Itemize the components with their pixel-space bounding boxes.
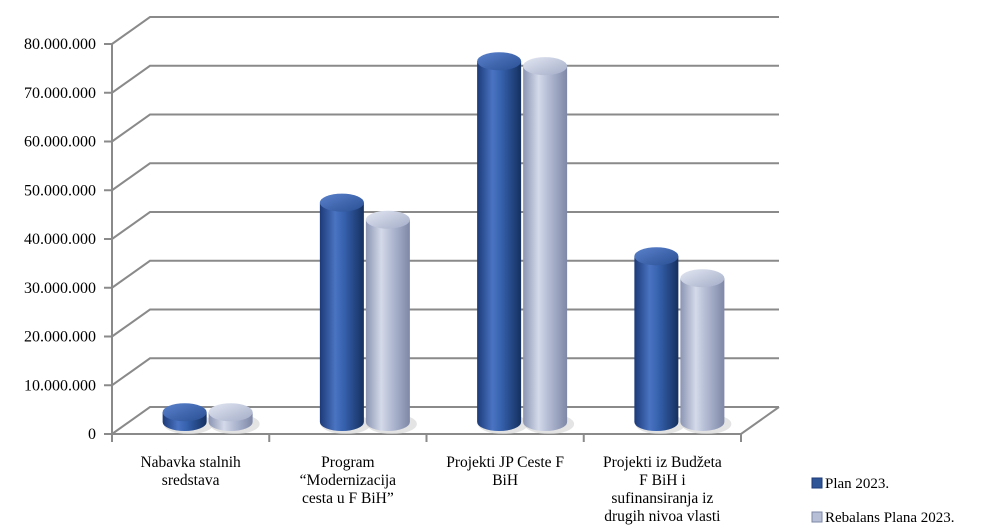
gridline <box>111 211 779 240</box>
y-tick-label: 20.000.000 <box>24 329 96 346</box>
bar <box>680 269 732 434</box>
bar-cap <box>634 247 679 266</box>
bar-cap <box>477 52 522 71</box>
y-tick-label: 10.000.000 <box>24 377 96 394</box>
legend-item: Rebalans Plana 2023. <box>811 510 955 526</box>
x-category-label: Program “Modernizacija cesta u F BiH” <box>300 454 397 507</box>
bar-cap <box>680 269 725 288</box>
legend-item: Plan 2023. <box>811 476 889 492</box>
gridline <box>111 357 779 387</box>
bar-body <box>680 278 725 431</box>
gridline <box>111 16 779 45</box>
bar-body <box>477 61 522 431</box>
gridline <box>111 406 779 435</box>
bar-cap <box>319 193 364 212</box>
gridline <box>111 259 779 289</box>
y-tick-label: 40.000.000 <box>24 231 96 248</box>
bar-body <box>365 219 410 431</box>
bar <box>162 403 214 434</box>
legend-swatch <box>811 511 823 523</box>
y-tick-label: 70.000.000 <box>24 85 96 102</box>
bar <box>208 403 260 434</box>
x-category-label: Nabavka stalnih sredstava <box>140 454 241 489</box>
y-tick-label: 0 <box>88 426 96 443</box>
legend-swatch <box>811 477 823 489</box>
x-category-label: Projekti iz Budžeta F BiH i sufinansiranja… <box>603 454 722 525</box>
gridlines <box>111 16 779 435</box>
y-axis-tick-labels: 0 10.000.000 20.000.000 30.000.000 40.000.00… <box>24 36 96 443</box>
bar <box>634 247 686 434</box>
bar-cap <box>208 403 253 422</box>
gridline <box>111 308 779 338</box>
legend: Plan 2023. Rebalans Plana 2023. <box>811 476 955 526</box>
bar-body <box>634 256 679 431</box>
x-axis-category-labels: Nabavka stalnih sredstava Program “Moderniz… <box>140 454 721 525</box>
bars <box>162 52 732 434</box>
gridline <box>111 113 779 143</box>
gridline <box>111 162 779 192</box>
y-tick-label: 60.000.000 <box>24 134 96 151</box>
x-category-label: Projekti JP Ceste F BiH <box>446 454 564 489</box>
axes <box>104 43 780 442</box>
bar <box>523 57 575 434</box>
bar-cap <box>365 210 410 229</box>
bar <box>477 52 529 434</box>
legend-label: Plan 2023. <box>825 476 889 492</box>
bar <box>365 210 417 434</box>
legend-label: Rebalans Plana 2023. <box>825 510 955 526</box>
bar-body <box>319 202 364 431</box>
bar-body <box>523 66 568 431</box>
y-tick-label: 30.000.000 <box>24 280 96 297</box>
bar-cap <box>162 403 207 422</box>
gridline <box>111 64 779 94</box>
bar-cap <box>523 57 568 76</box>
y-tick-label: 80.000.000 <box>24 36 96 53</box>
bar <box>319 193 371 434</box>
y-tick-label: 50.000.000 <box>24 182 96 199</box>
